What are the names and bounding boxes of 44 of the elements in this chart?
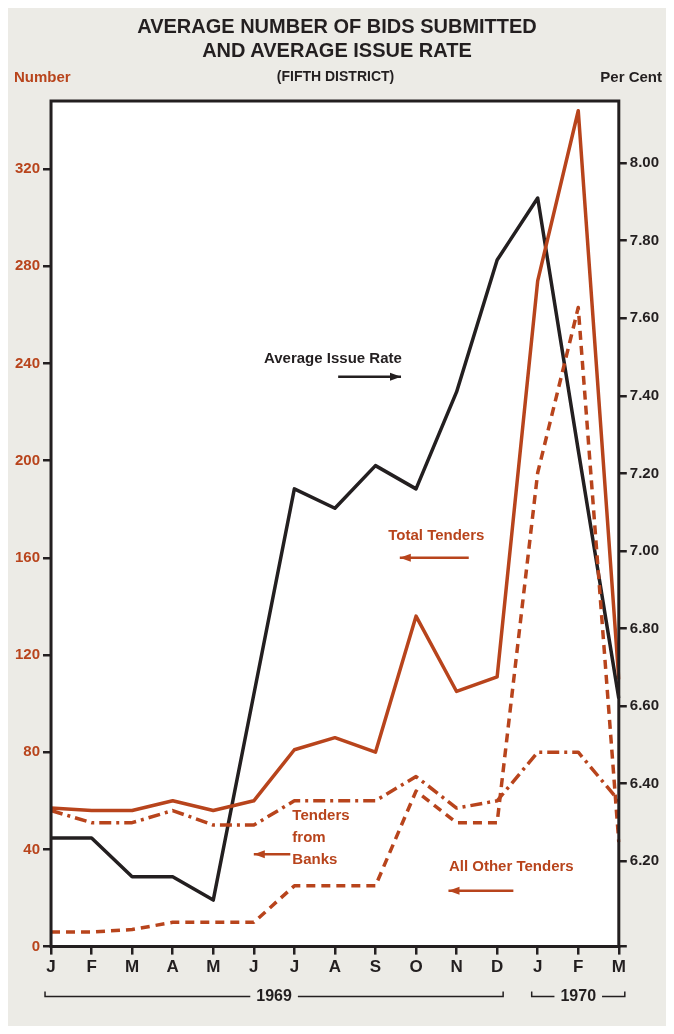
y2-tick-label: 6.40 [629, 773, 660, 791]
x-tick-label: J [249, 957, 259, 977]
x-tick-label: J [289, 957, 300, 977]
text: All Other Tenders [448, 856, 574, 874]
y-tick-label: 240 [15, 353, 41, 371]
y2-tick-label: 6.60 [629, 696, 660, 714]
y2-tick-label: 6.80 [629, 618, 660, 636]
x-tick-label: M [206, 957, 221, 977]
x-tick-label: D [491, 957, 504, 977]
chart-title: AVERAGE NUMBER OF BIDS SUBMITTED AND AVERAGE ISSUE RATE [136, 14, 538, 62]
text: 1969 [256, 987, 292, 1005]
y-tick-label: 0 [31, 936, 41, 954]
y-tick-label: 160 [15, 547, 41, 565]
text: 1970 [560, 987, 597, 1005]
x-tick-label: S [369, 957, 382, 977]
text: Average Issue Rate [263, 348, 402, 366]
y-tick-label: 120 [15, 645, 41, 663]
y2-tick-label: 6.20 [629, 851, 660, 869]
series-label: Total Tenders [388, 526, 485, 544]
x-tick-label: F [573, 957, 584, 977]
x-tick-label: J [532, 957, 543, 977]
y-tick-label: 40 [23, 839, 41, 857]
y2-tick-label: 7.60 [629, 308, 660, 326]
y-tick-label: 280 [15, 256, 41, 274]
y2-tick-label: 7.80 [629, 230, 660, 248]
x-tick-label: F [86, 957, 97, 977]
y-tick-label: 80 [23, 742, 41, 760]
y2-tick-label: 7.40 [629, 385, 660, 403]
y2-tick-label: 7.20 [629, 463, 660, 481]
chart-subtitle: (FIFTH DISTRICT) [276, 68, 395, 84]
x-tick-label: A [328, 957, 342, 977]
y-tick-label: 200 [15, 450, 41, 468]
x-tick-label: J [46, 957, 56, 977]
x-tick-label: M [611, 957, 626, 977]
x-tick-label: N [450, 957, 463, 977]
y2-tick-label: 7.00 [629, 541, 660, 559]
x-tick-label: M [125, 957, 140, 977]
y2-axis-title: Per Cent [600, 67, 662, 85]
x-tick-label: O [409, 957, 423, 977]
x-tick-label: A [166, 957, 179, 977]
series-label: Tenders from Banks [292, 805, 350, 867]
y-tick-label: 320 [15, 159, 41, 177]
y2-tick-label: 8.00 [629, 153, 660, 171]
y-axis-title: Number [14, 67, 71, 85]
